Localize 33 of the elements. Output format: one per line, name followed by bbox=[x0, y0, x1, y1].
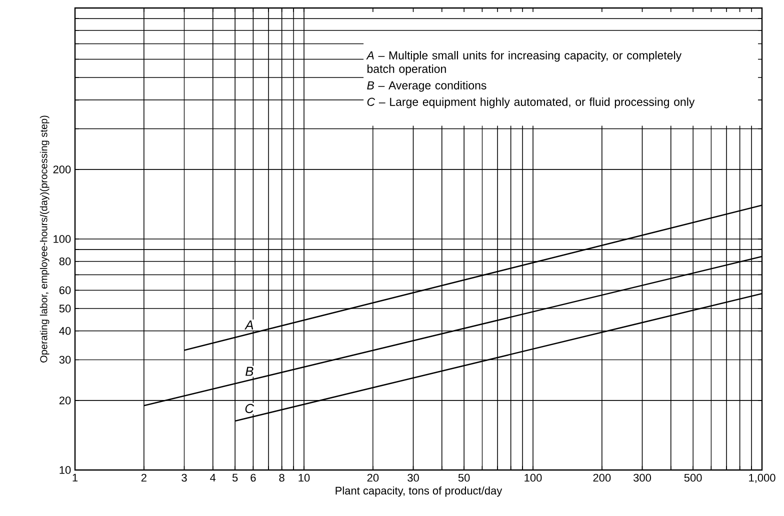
y-tick-label: 50 bbox=[59, 304, 71, 312]
x-axis-title: Plant capacity, tons of product/day bbox=[336, 486, 502, 497]
x-tick-label: 200 bbox=[593, 474, 611, 482]
x-tick-label: 50 bbox=[458, 474, 470, 482]
y-tick-label: 20 bbox=[59, 396, 71, 404]
x-tick-label: 30 bbox=[408, 474, 419, 482]
x-tick-label: 8 bbox=[279, 474, 284, 482]
x-tick-label: 2 bbox=[141, 474, 146, 482]
y-tick-label: 80 bbox=[59, 257, 71, 266]
x-tick-label: 3 bbox=[182, 474, 187, 482]
annotation: C – Large equipment highly automated, or fluid processing only bbox=[367, 98, 695, 108]
annotation: A – Multiple small units for increasing capacity, or completely batch operation bbox=[366, 51, 682, 76]
annotation: B – Average conditions bbox=[367, 81, 486, 92]
y-tick-label: 30 bbox=[59, 356, 71, 364]
x-tick-label: 20 bbox=[367, 474, 379, 482]
y-tick-label: 10 bbox=[60, 466, 71, 474]
series-label: C bbox=[245, 404, 254, 414]
x-tick-label: 1 bbox=[72, 474, 78, 482]
x-tick-label: 300 bbox=[634, 474, 651, 482]
x-tick-label: 6 bbox=[250, 474, 256, 482]
x-tick-label: 10 bbox=[298, 474, 310, 482]
x-tick-label: 4 bbox=[210, 474, 216, 482]
y-tick-label: 40 bbox=[59, 327, 71, 335]
x-tick-label: 100 bbox=[524, 474, 542, 482]
y-axis-title: Operating labor, employee-hours/(day)(processing step) bbox=[40, 116, 50, 362]
x-tick-label: 500 bbox=[684, 474, 702, 482]
x-tick-label: 5 bbox=[232, 474, 238, 482]
series-label: B bbox=[246, 366, 254, 376]
x-tick-label: 1,000 bbox=[749, 474, 776, 483]
series-label: A bbox=[244, 320, 254, 330]
y-tick-label: 200 bbox=[53, 166, 71, 174]
y-tick-label: 100 bbox=[54, 235, 71, 243]
y-tick-label: 60 bbox=[59, 286, 71, 294]
